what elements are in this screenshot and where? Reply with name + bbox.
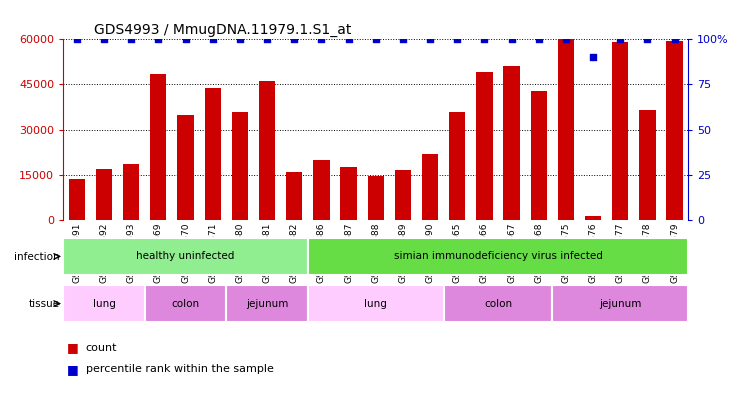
Bar — [177, 115, 193, 220]
Point — [234, 36, 246, 42]
Point — [125, 36, 137, 42]
Bar — [476, 72, 493, 220]
Bar — [308, 238, 688, 275]
Text: healthy uninfected: healthy uninfected — [136, 252, 234, 261]
Text: ■: ■ — [67, 363, 79, 376]
Point — [560, 36, 572, 42]
Point — [342, 36, 354, 42]
Bar — [231, 112, 248, 220]
Point — [397, 36, 409, 42]
Point — [207, 36, 219, 42]
Bar — [259, 81, 275, 220]
Point — [506, 36, 518, 42]
Point — [179, 36, 191, 42]
Point — [71, 36, 83, 42]
Bar — [667, 41, 683, 220]
Text: lung: lung — [92, 299, 115, 309]
Bar — [286, 172, 302, 220]
Point — [452, 36, 464, 42]
Text: count: count — [86, 343, 117, 353]
Text: percentile rank within the sample: percentile rank within the sample — [86, 364, 274, 375]
Text: colon: colon — [171, 299, 199, 309]
Bar — [585, 215, 601, 220]
Bar — [205, 88, 221, 220]
Point — [370, 36, 382, 42]
Bar — [449, 112, 466, 220]
Bar — [68, 179, 85, 220]
Point — [533, 36, 545, 42]
Point — [261, 36, 273, 42]
Text: simian immunodeficiency virus infected: simian immunodeficiency virus infected — [394, 252, 603, 261]
Text: jejunum: jejunum — [246, 299, 288, 309]
Point — [615, 36, 626, 42]
Bar — [504, 66, 520, 220]
Bar — [308, 285, 443, 322]
Point — [641, 36, 653, 42]
Text: lung: lung — [365, 299, 387, 309]
Text: infection: infection — [14, 252, 60, 262]
Bar — [123, 164, 139, 220]
Point — [153, 36, 164, 42]
Bar — [226, 285, 308, 322]
Bar — [63, 238, 308, 275]
Text: ■: ■ — [67, 341, 79, 354]
Bar — [612, 42, 629, 220]
Bar — [552, 285, 688, 322]
Point — [315, 36, 327, 42]
Point — [98, 36, 110, 42]
Bar — [530, 90, 547, 220]
Bar — [368, 176, 384, 220]
Bar — [395, 171, 411, 220]
Bar — [313, 160, 330, 220]
Bar — [145, 285, 226, 322]
Point — [669, 36, 681, 42]
Bar — [150, 74, 167, 220]
Bar — [341, 167, 356, 220]
Bar — [63, 285, 145, 322]
Bar — [558, 39, 574, 220]
Text: jejunum: jejunum — [599, 299, 641, 309]
Bar — [96, 169, 112, 220]
Text: tissue: tissue — [28, 299, 60, 309]
Point — [587, 54, 599, 61]
Point — [288, 36, 300, 42]
Text: GDS4993 / MmugDNA.11979.1.S1_at: GDS4993 / MmugDNA.11979.1.S1_at — [94, 23, 352, 37]
Bar — [443, 285, 552, 322]
Bar — [422, 154, 438, 220]
Point — [424, 36, 436, 42]
Point — [478, 36, 490, 42]
Text: colon: colon — [484, 299, 512, 309]
Bar — [639, 110, 655, 220]
